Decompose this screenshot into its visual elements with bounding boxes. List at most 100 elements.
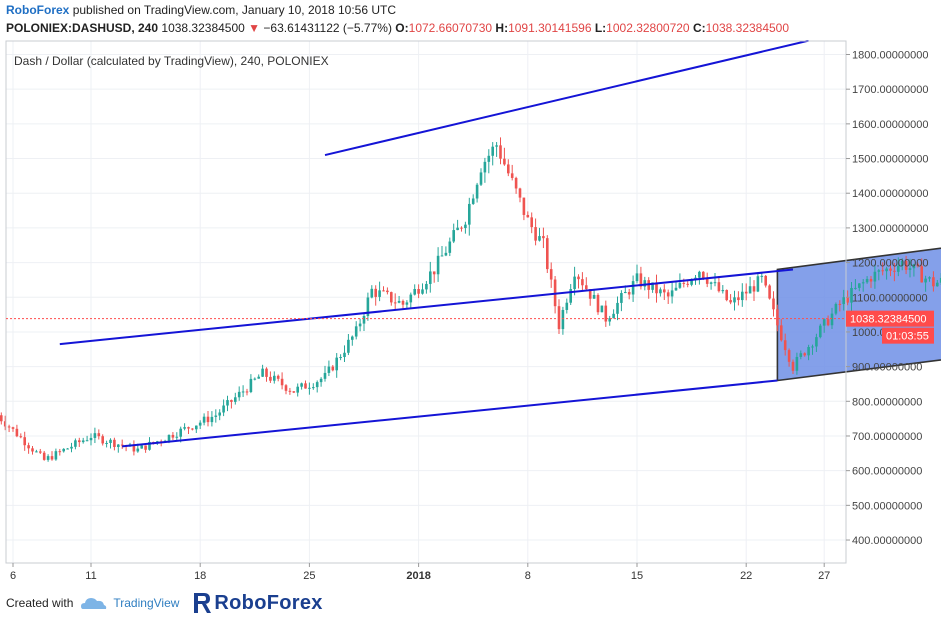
candle-body [557, 306, 561, 330]
candle-body [214, 415, 218, 417]
candle-body [776, 309, 779, 326]
candle-body [417, 289, 420, 294]
candle-body [858, 283, 861, 288]
candle-body [269, 376, 272, 381]
candle-body [741, 291, 744, 301]
candle-body [889, 268, 892, 271]
candle-body [651, 282, 654, 290]
candle-body [120, 444, 124, 446]
time-axis: 6 11 18 25 2018 8 15 22 27 [10, 563, 830, 582]
channel-line-lower [122, 379, 778, 448]
candle-body [401, 300, 405, 305]
candle-body [335, 357, 338, 371]
high-value: 1091.30141596 [508, 21, 592, 35]
publish-line: RoboForex published on TradingView.com, … [6, 3, 396, 17]
candle-body [210, 416, 214, 423]
candle-body [280, 378, 284, 386]
candle-body [772, 298, 775, 310]
candle-body [756, 276, 760, 292]
candle-body [436, 255, 440, 275]
brand-name[interactable]: RoboForex [6, 3, 70, 17]
candle-body [97, 433, 101, 437]
change-value: −63.61431122 (−5.77%) [263, 21, 392, 35]
candle-body [327, 366, 331, 373]
candle-body [682, 282, 686, 284]
candle-body [600, 305, 604, 313]
candle-body [347, 339, 350, 353]
candle-body [912, 264, 916, 269]
current-price-label: 1038.32384500 [850, 314, 926, 326]
candle-body [230, 400, 233, 402]
candle-body [78, 440, 81, 443]
candle-body [635, 273, 639, 282]
footer: Created with TradingView RoboForex [6, 592, 323, 614]
countdown-bg [882, 327, 934, 344]
candle-body [585, 285, 588, 290]
candle-body [612, 313, 615, 319]
candle-body [315, 382, 319, 388]
low-label: L: [594, 21, 607, 35]
candle-body [752, 286, 756, 292]
candle-body [620, 293, 623, 303]
candle-body [592, 294, 596, 299]
candle-body [811, 346, 814, 348]
candle-body [678, 282, 682, 288]
candle-body [198, 422, 202, 426]
candle-body [35, 451, 38, 453]
x-tick-label: 8 [525, 570, 531, 582]
candle-body [323, 372, 327, 379]
candle-body [865, 278, 869, 283]
down-arrow-icon: ▼ [248, 21, 261, 35]
candle-body [725, 290, 728, 301]
candle-body [226, 400, 229, 406]
candle-body [54, 451, 58, 460]
roboforex-logo[interactable]: RoboForex [193, 592, 322, 615]
candle-body [452, 230, 455, 242]
candle-body [737, 297, 740, 301]
price-axis: 1800.00000000 1700.00000000 1600.00000000 1… [846, 50, 928, 547]
channel-lines [59, 40, 809, 448]
candle-body [643, 280, 647, 287]
candle-body [846, 297, 849, 303]
candle-body [113, 439, 116, 447]
y-tick-label: 1600.00000000 [852, 119, 928, 131]
y-tick-label: 600.00000000 [852, 466, 922, 478]
candle-body [507, 164, 510, 174]
candle-body [542, 236, 545, 239]
candle-body [448, 241, 452, 253]
candle-body [717, 282, 721, 292]
candle-body [764, 275, 767, 286]
candle-body [292, 391, 296, 393]
candle-body [932, 277, 935, 287]
candle-body [487, 155, 491, 162]
candle-body [362, 315, 366, 324]
candle-body [787, 350, 791, 362]
candle-body [132, 444, 136, 452]
y-tick-label: 1800.00000000 [852, 50, 928, 62]
tradingview-link[interactable]: TradingView [113, 596, 180, 610]
candle-body [101, 436, 104, 444]
candle-body [222, 405, 225, 413]
candle-body [308, 387, 311, 389]
price-chart[interactable]: 17001315975725 Dash / Dollar (calculated… [0, 40, 941, 585]
candle-body [93, 433, 97, 438]
candle-body [429, 271, 432, 284]
candle-body [50, 456, 54, 460]
candle-body [530, 217, 533, 228]
candle-body [245, 391, 249, 393]
candle-body [928, 277, 931, 279]
candle-body [202, 416, 206, 423]
plot-frame [5, 40, 847, 564]
candle-body [405, 302, 409, 305]
candle-body [538, 236, 541, 241]
candle-body [206, 416, 210, 423]
candle-body [284, 385, 288, 391]
candle-body [179, 428, 182, 437]
candle-body [655, 282, 658, 294]
candle-body [195, 425, 198, 430]
candle-body [167, 434, 171, 441]
candle-body [783, 340, 787, 351]
cloud-icon [81, 598, 107, 609]
candle-body [85, 440, 89, 442]
candle-body [339, 357, 342, 359]
